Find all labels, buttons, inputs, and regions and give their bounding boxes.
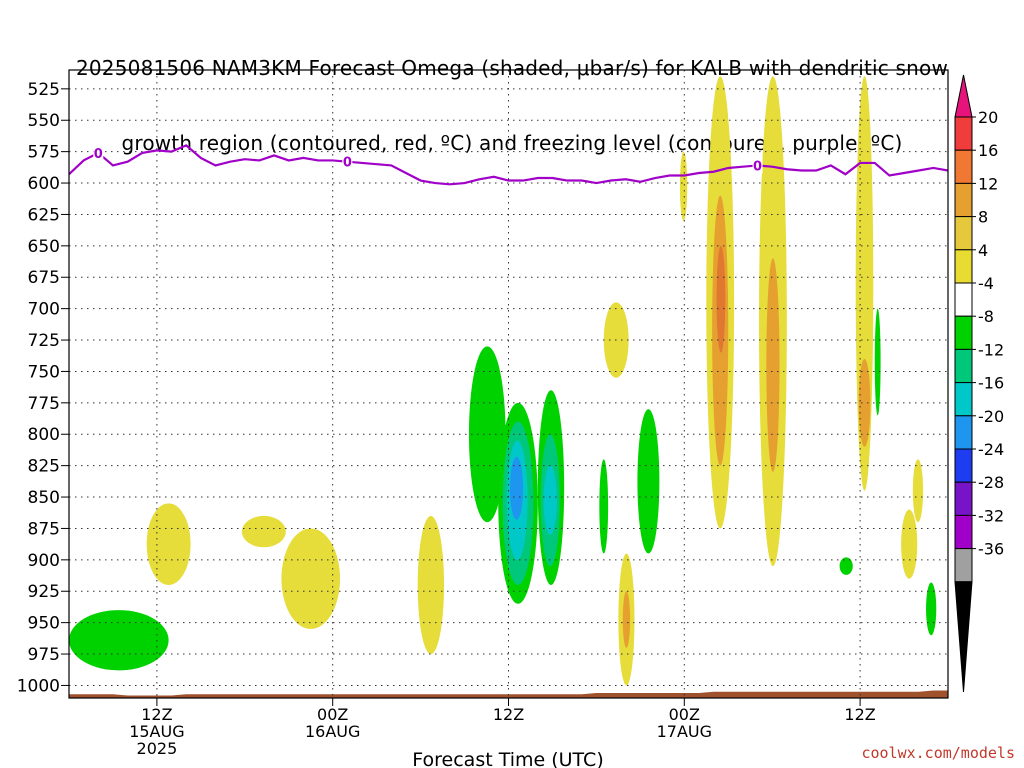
y-tick-label-975: 975	[28, 645, 60, 665]
colorbar-swatch-9	[954, 415, 973, 450]
colorbar-swatch-1	[954, 149, 973, 184]
colorbar-label-12: -32	[978, 506, 1004, 525]
omega-region-25	[858, 358, 871, 447]
colorbar-swatch-8	[954, 382, 973, 417]
freezing-level-label-2: 0	[753, 159, 762, 174]
colorbar-swatch-12	[954, 514, 973, 550]
colorbar-bottom-arrow	[954, 581, 973, 693]
colorbar-swatch-4	[954, 249, 973, 284]
colorbar-label-5: -4	[978, 274, 994, 293]
omega-region-14	[599, 459, 609, 554]
omega-region-4	[417, 515, 445, 655]
colorbar-label-8: -16	[978, 374, 1004, 393]
omega-region-29	[912, 459, 924, 523]
y-tick-label-950: 950	[28, 614, 60, 634]
y-tick-label-825: 825	[28, 457, 60, 477]
omega-shading-layer	[69, 76, 937, 686]
omega-region-23	[766, 258, 780, 472]
omega-region-18	[679, 151, 688, 221]
x-tick-label-18-0: 00Z	[317, 705, 348, 724]
omega-region-21	[716, 245, 726, 353]
colorbar-top-arrow	[954, 74, 973, 118]
grid-layer	[69, 70, 948, 698]
x-tick-label-6-1: 15AUG	[129, 722, 184, 741]
colorbar-swatch-2	[954, 182, 973, 218]
colorbar-label-10: -24	[978, 440, 1004, 459]
y-tick-label-850: 850	[28, 488, 60, 508]
colorbar-swatch-11	[954, 481, 973, 516]
title-line-1: 2025081506 NAM3KM Forecast Omega (shaded…	[75, 56, 949, 80]
pressure-axis: 525 550 575 600 625 650 675 700 725 750 775 800 825 8…	[17, 80, 69, 696]
x-tick-label-6-0: 12Z	[141, 705, 172, 724]
freezing-level-layer: 0 0 0	[69, 144, 948, 186]
colorbar-swatch-0	[954, 116, 973, 151]
y-tick-label-800: 800	[28, 425, 60, 445]
colorbar-swatch-7	[954, 348, 973, 384]
omega-region-0	[69, 610, 169, 671]
freezing-level-line	[69, 144, 948, 186]
y-tick-label-875: 875	[28, 519, 60, 539]
omega-region-26	[874, 308, 881, 416]
x-tick-label-18-1: 16AUG	[305, 722, 360, 741]
y-tick-label-550: 550	[28, 111, 60, 131]
omega-region-16	[622, 591, 631, 648]
y-tick-label-525: 525	[28, 80, 60, 100]
freezing-level-label-1: 0	[343, 156, 352, 171]
x-tick-label-6-2: 2025	[137, 739, 178, 758]
colorbar-label-9: -20	[978, 407, 1004, 426]
y-tick-label-900: 900	[28, 551, 60, 571]
colorbar-swatch-13	[954, 548, 973, 583]
omega-region-30	[926, 582, 937, 636]
colorbar-label-6: -8	[978, 307, 994, 326]
x-axis-label: Forecast Time (UTC)	[412, 749, 603, 768]
omega-region-17	[637, 409, 660, 554]
freezing-label-bg-1	[342, 153, 353, 170]
freezing-level-label-0: 0	[94, 147, 103, 162]
omega-region-2	[241, 515, 286, 548]
x-tick-label-30-0: 12Z	[493, 705, 524, 724]
omega-region-5	[468, 346, 506, 523]
chart-title: 2025081506 NAM3KM Forecast Omega (shaded…	[0, 6, 1024, 181]
y-tick-label-675: 675	[28, 268, 60, 288]
y-tick-label-575: 575	[28, 143, 60, 163]
colorbar-label-2: 12	[978, 174, 998, 193]
colorbar-label-13: -36	[978, 540, 1004, 559]
colorbar-swatch-6	[954, 315, 973, 350]
colorbar: 20 16 12 8 4 -4 -8 -12 -16 -20 -24 -28 -32 -36	[954, 74, 1004, 693]
colorbar-label-3: 8	[978, 208, 988, 227]
colorbar-swatch-10	[954, 448, 973, 483]
y-tick-label-925: 925	[28, 582, 60, 602]
colorbar-label-0: 20	[978, 108, 998, 127]
omega-region-27	[839, 557, 853, 575]
colorbar-swatch-3	[954, 216, 973, 251]
omega-region-12	[543, 465, 557, 535]
y-tick-label-625: 625	[28, 205, 60, 225]
freezing-label-bg-2	[752, 157, 763, 174]
x-tick-label-54-0: 12Z	[844, 705, 875, 724]
y-tick-label-1000: 1000	[17, 676, 60, 696]
y-tick-label-725: 725	[28, 331, 60, 351]
y-tick-label-775: 775	[28, 394, 60, 414]
plot-frame	[68, 69, 949, 699]
colorbar-label-1: 16	[978, 141, 998, 160]
colorbar-label-4: 4	[978, 241, 988, 260]
y-tick-label-600: 600	[28, 174, 60, 194]
omega-region-9	[509, 456, 524, 520]
omega-region-3	[281, 528, 341, 629]
x-tick-label-42-0: 00Z	[669, 705, 700, 724]
y-tick-label-650: 650	[28, 237, 60, 257]
colorbar-label-7: -12	[978, 340, 1004, 359]
y-tick-label-700: 700	[28, 300, 60, 320]
omega-region-1	[146, 503, 191, 585]
freezing-label-bg-0	[93, 144, 104, 161]
colorbar-swatch-5	[954, 282, 973, 317]
x-tick-label-42-1: 17AUG	[657, 722, 712, 741]
omega-region-28	[901, 509, 918, 579]
y-tick-label-750: 750	[28, 362, 60, 382]
credit-text: coolwx.com/models	[861, 744, 1015, 762]
colorbar-label-11: -28	[978, 473, 1004, 492]
